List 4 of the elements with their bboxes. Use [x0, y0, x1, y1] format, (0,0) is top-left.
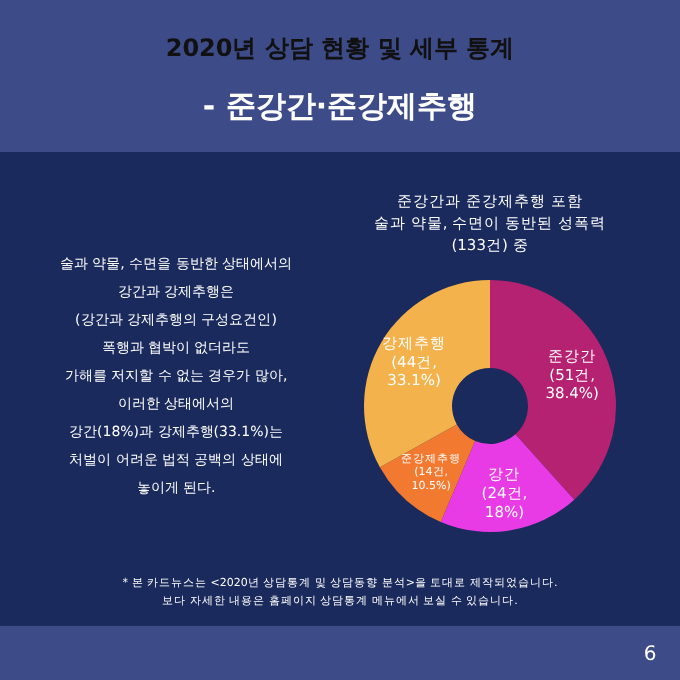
donut-slice: [364, 280, 490, 468]
chart-title: 2020년 상담 현황 및 세부 통계: [165, 34, 515, 62]
chart-subtitle: - 준강간·준강제추행: [202, 88, 478, 124]
text: 6: [643, 644, 657, 666]
